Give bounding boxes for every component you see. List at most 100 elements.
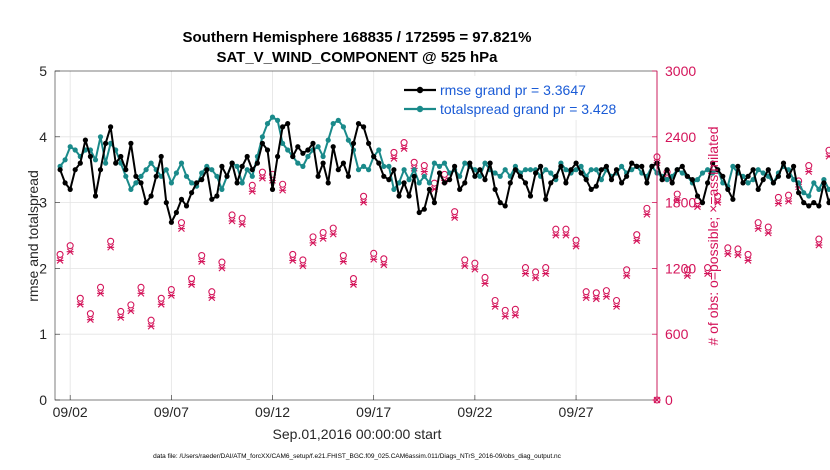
totalspread-point [361,163,367,169]
legend-box [397,76,653,120]
obs-assimilated-marker [532,274,540,282]
y-tick-label: 4 [39,129,47,145]
rmse-point [381,173,387,179]
obs-possible-marker [349,275,358,283]
obs-assimilated-marker [380,261,388,269]
obs-point [734,245,742,259]
obs-possible-marker [117,307,125,316]
obs-point [623,266,631,280]
rmse-point [330,144,336,150]
rmse-point [735,163,741,169]
obs-assimilated-marker [683,272,691,280]
rmse-point [775,173,782,179]
rmse-point [629,160,635,166]
y2-tick-label: 600 [665,326,689,342]
obs-point [805,162,813,175]
totalspread-point [103,160,109,166]
rmse-point [750,167,756,173]
obs-possible-marker [552,225,560,233]
rmse-point [598,167,605,173]
obs-point [238,214,246,228]
rmse-point [588,186,594,192]
rmse-point [497,200,503,206]
obs-possible-marker [127,301,135,309]
totalspread-point [806,193,812,199]
obs-possible-marker [805,162,813,170]
totalspread-point [280,140,286,146]
rmse-point [780,160,787,166]
totalspread-point [462,160,468,166]
obs-assimilated-marker [572,242,580,250]
obs-point [349,275,358,288]
obs-point [481,273,489,287]
obs-assimilated-marker [218,264,226,272]
rmse-point [87,153,93,160]
totalspread-point [133,180,139,186]
obs-possible-marker [370,249,378,257]
rmse-point [411,173,417,179]
obs-point [744,250,752,264]
obs-possible-marker [754,219,762,227]
obs-point [248,181,256,195]
obs-assimilated-marker [633,237,641,245]
obs-point [825,146,830,160]
rmse-point [204,167,210,173]
rmse-point [492,186,498,192]
obs-possible-marker [218,258,226,266]
rmse-point [386,177,392,183]
totalspread-point [143,167,149,173]
obs-assimilated-marker [592,295,600,303]
totalspread-point [801,190,807,196]
rmse-point [305,147,311,153]
obs-assimilated-marker [208,294,216,302]
rmse-point [553,173,559,179]
totalspread-point [376,147,382,153]
obs-possible-marker [248,181,256,189]
obs-possible-marker [107,237,115,245]
obs-assimilated-marker [248,187,256,195]
obs-point [309,233,317,247]
totalspread-point [760,170,766,176]
obs-possible-marker [198,251,206,260]
rmse-point [133,173,139,179]
totalspread-point [441,160,448,166]
obs-assimilated-marker [785,197,793,205]
rmse-point [533,170,539,176]
rmse-point [705,180,711,186]
rmse-point [447,177,453,183]
rmse-point [295,144,301,150]
obs-possible-marker [704,264,712,272]
obs-assimilated-marker [613,303,621,310]
totalspread-point [199,170,205,176]
obs-possible-marker [562,225,570,233]
rmse-point [92,193,99,199]
obs-possible-marker [683,266,691,274]
obs-assimilated-marker [805,168,813,175]
totalspread-point [543,167,549,173]
rmse-point [401,180,407,186]
totalspread-point [730,163,736,169]
obs-possible-marker [289,250,297,258]
y2-tick-label: 1800 [665,195,696,211]
obs-assimilated-marker [643,210,651,218]
rmse-point [310,140,316,146]
obs-possible-marker [481,273,489,282]
totalspread-point [345,137,351,143]
totalspread-point [239,180,245,186]
rmse-point [689,177,696,183]
rmse-point [710,160,716,166]
obs-possible-marker [714,192,722,200]
rmse-point [664,167,670,173]
totalspread-point [694,177,701,183]
rmse-point [239,163,245,169]
obs-possible-marker [339,251,347,260]
obs-point [157,294,165,308]
totalspread-point [285,147,291,153]
obs-possible-marker [96,283,105,291]
obs-possible-marker [734,245,742,253]
rmse-point [517,173,524,179]
totalspread-point [62,157,68,163]
rmse-point [249,167,255,173]
obs-assimilated-marker [309,239,317,247]
x-tick-label: 09/12 [255,404,290,420]
